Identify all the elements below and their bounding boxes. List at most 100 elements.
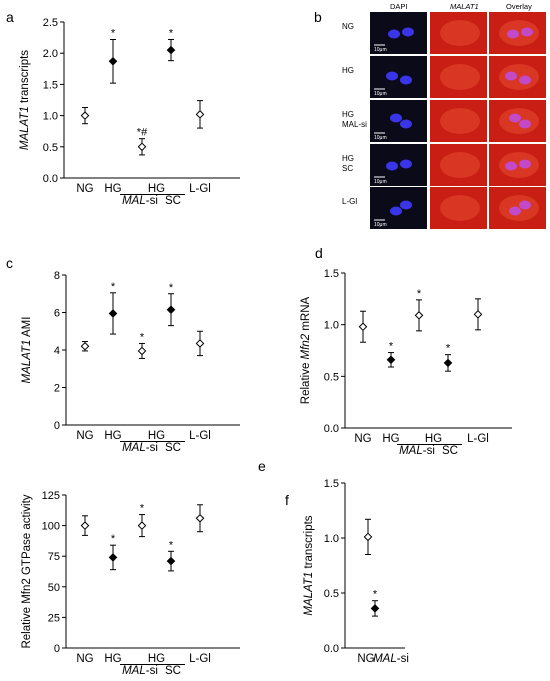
data-point (166, 556, 176, 566)
overlay-nucleus (519, 75, 531, 85)
x-label-sc: SC (165, 195, 181, 207)
x-label-mal-si: MAL-si (122, 195, 158, 207)
panel-letter-e: e (258, 458, 266, 474)
significance-marker: * (169, 539, 174, 551)
malat1-cell (440, 64, 480, 90)
data-point (195, 513, 205, 523)
significance-marker: * (140, 331, 145, 343)
dapi-nucleus (390, 113, 402, 123)
y-axis-title: MALAT1 AMI (21, 317, 33, 384)
x-label-hg-group: HG (148, 430, 165, 442)
chart-panel-c: 0 2 4 6 8 MALAT1 AMI * * * NG HG HG L-Gl MAL-si SC (21, 270, 240, 454)
panel-letter-b: b (314, 9, 322, 25)
x-label-lgl: L-Gl (189, 430, 211, 442)
significance-marker: * (389, 341, 394, 353)
x-label-mal-si: MAL-si (373, 653, 409, 665)
x-label-mal-si: MAL-si (122, 665, 158, 677)
significance-marker: * (169, 282, 174, 294)
x-label-mal-si: MAL-si (399, 445, 435, 457)
y-tick-label: 0 (54, 420, 60, 432)
y-axis-title: MALAT1 transcripts (303, 515, 315, 615)
y-tick-label: 50 (48, 582, 60, 594)
chart-panel-d: 0.0 0.5 1.0 1.5 Relative Mfn2 mRNA * * * NG HG HG L… (300, 268, 512, 457)
y-tick-label: 125 (42, 490, 60, 502)
dapi-nucleus (386, 71, 398, 81)
x-label-sc: SC (165, 665, 181, 677)
x-label-lgl: L-Gl (189, 653, 211, 665)
overlay-nucleus (507, 29, 519, 39)
data-point (363, 532, 373, 542)
y-tick-label: 8 (54, 270, 60, 282)
y-tick-label: 6 (54, 308, 60, 320)
x-label-hg: HG (104, 183, 121, 195)
data-point (137, 521, 147, 530)
data-point (80, 521, 90, 530)
column-label-malat1: MALAT1 (450, 2, 479, 11)
y-tick-label: 1.5 (43, 79, 58, 91)
y-tick-label: 25 (48, 612, 60, 624)
data-point (80, 341, 90, 351)
micrograph-grid: DAPI MALAT1 OverlayNG10μmHG10μmHGMAL-si10μ… (342, 2, 546, 229)
overlay-cell (499, 64, 539, 90)
scale-bar-label: 10μm (374, 135, 387, 141)
data-point (137, 142, 147, 152)
y-tick-label: 1.0 (43, 111, 58, 123)
malat1-cell (440, 108, 480, 134)
data-point (370, 604, 380, 613)
row-label: L-Gl (342, 197, 357, 206)
y-tick-label: 1.5 (324, 478, 339, 490)
y-tick-label: 0 (54, 643, 60, 655)
data-point (443, 358, 453, 368)
y-tick-label: 1.0 (324, 533, 339, 545)
data-point (108, 57, 118, 66)
significance-marker: * (140, 503, 145, 515)
y-tick-label: 4 (54, 345, 60, 357)
overlay-nucleus (521, 27, 533, 37)
significance-marker: * (446, 343, 451, 355)
row-label: NG (342, 22, 354, 31)
x-label-hg-group: HG (148, 183, 165, 195)
row-sublabel: MAL-si (342, 120, 367, 129)
x-label-mal-si: MAL-si (122, 442, 158, 454)
y-tick-label: 0.5 (43, 142, 58, 154)
malat1-cell (440, 195, 480, 221)
x-label-hg-group: HG (425, 433, 442, 445)
scale-bar-label: 10μm (374, 222, 387, 228)
data-point (358, 322, 368, 332)
y-tick-label: 0.0 (43, 173, 58, 185)
data-point (166, 305, 176, 314)
overlay-nucleus (519, 119, 531, 129)
chart-panel-e: 0 25 50 75 100 125 Relative Mfn2 GTPase activi… (21, 490, 240, 677)
significance-marker: * (373, 589, 378, 601)
data-point (108, 309, 118, 318)
y-tick-label: 1.5 (324, 268, 339, 280)
panel-letter-c: c (6, 255, 13, 271)
column-label-dapi: DAPI (390, 2, 408, 11)
malat1-cell (440, 20, 480, 46)
overlay-nucleus (509, 113, 521, 123)
overlay-cell (499, 20, 539, 46)
y-tick-label: 2.5 (43, 17, 58, 29)
y-tick-label: 75 (48, 551, 60, 563)
x-label-ng: NG (354, 433, 371, 445)
significance-marker: * (169, 27, 174, 39)
data-point (137, 346, 147, 356)
data-point (195, 110, 205, 119)
significance-marker: *# (137, 127, 148, 139)
y-tick-label: 0.5 (324, 588, 339, 600)
overlay-nucleus (509, 206, 521, 216)
panel-letter-a: a (6, 9, 14, 25)
dapi-nucleus (386, 161, 398, 171)
scale-bar-label: 10μm (374, 91, 387, 97)
data-point (195, 339, 205, 348)
x-label-ng: NG (76, 653, 93, 665)
y-tick-label: 0.0 (324, 423, 339, 435)
x-label-sc: SC (442, 445, 458, 457)
y-tick-label: 1.0 (324, 320, 339, 332)
overlay-cell (499, 152, 539, 178)
x-label-hg: HG (104, 653, 121, 665)
significance-marker: * (111, 281, 116, 293)
column-label-overlay: Overlay (506, 2, 532, 11)
y-axis-title: Relative Mfn2 GTPase activity (21, 494, 33, 648)
